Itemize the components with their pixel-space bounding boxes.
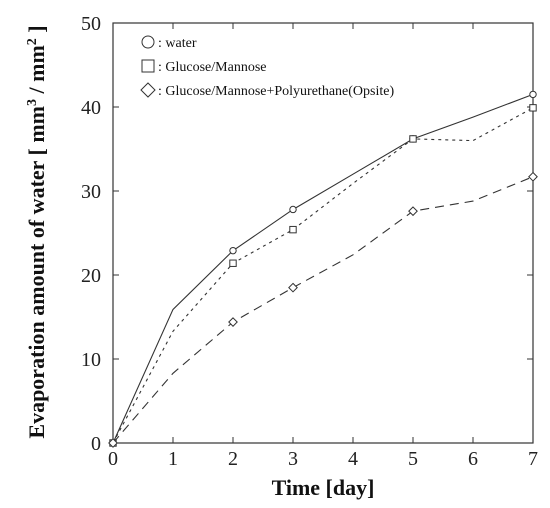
legend-label: : Glucose/Mannose: [158, 60, 266, 75]
legend-label: : water: [158, 36, 197, 51]
series-group: [108, 90, 538, 448]
x-tick-label: 0: [108, 448, 118, 470]
diamond-marker: [140, 82, 156, 98]
y-axis-title: Evaporation amount of water [ mm3 / mm2 …: [24, 25, 49, 438]
y-tick-label: 0: [91, 433, 101, 455]
y-tick-label: 30: [81, 181, 101, 203]
axis-ticks: 0 1 2 3 4 5 6 7 0 10 20 30 40 50: [81, 13, 538, 470]
square-marker: [229, 259, 237, 267]
square-marker: [409, 135, 417, 143]
circle-marker: [141, 35, 155, 49]
y-tick-label: 50: [81, 13, 101, 35]
circle-marker: [289, 205, 297, 214]
y-axis-title-sup1: 3: [25, 99, 40, 106]
legend: : water : Glucose/Mannose : Glucose/Mannos…: [140, 35, 394, 99]
x-tick-label: 6: [468, 448, 478, 470]
y-tick-label: 10: [81, 349, 101, 371]
x-tick-label: 5: [408, 448, 418, 470]
circle-marker: [229, 246, 237, 255]
y-axis-title-suffix: ]: [24, 25, 49, 38]
legend-label: : Glucose/Mannose+Polyurethane(Opsite): [158, 84, 394, 99]
y-axis-title-prefix: Evaporation amount of water [ mm: [24, 106, 49, 439]
x-tick-label: 1: [168, 448, 178, 470]
x-tick-label: 3: [288, 448, 298, 470]
diamond-marker: [408, 206, 418, 217]
circle-marker: [529, 90, 537, 99]
y-axis-title-sup2: 2: [25, 38, 40, 45]
square-marker: [529, 104, 537, 112]
diamond-marker: [528, 171, 538, 182]
series-line-diamond: [112, 176, 534, 444]
y-tick-label: 40: [81, 97, 101, 119]
square-marker: [289, 225, 297, 234]
x-axis-title: Time [day]: [272, 475, 375, 500]
series-line-circle: [112, 93, 534, 444]
x-tick-label: 2: [228, 448, 238, 470]
diamond-marker: [228, 317, 238, 327]
diamond-marker: [108, 438, 118, 448]
series-square: [109, 104, 537, 447]
diamond-marker: [288, 282, 298, 293]
y-axis-title-mid: / mm: [24, 45, 49, 99]
x-tick-label: 4: [348, 448, 358, 470]
y-tick-label: 20: [81, 265, 101, 287]
series-circle: [109, 90, 537, 447]
square-marker: [141, 59, 155, 73]
series-diamond: [108, 171, 538, 448]
series-line-square: [112, 107, 534, 444]
x-tick-label: 7: [528, 448, 538, 470]
plot-frame: [112, 22, 534, 444]
